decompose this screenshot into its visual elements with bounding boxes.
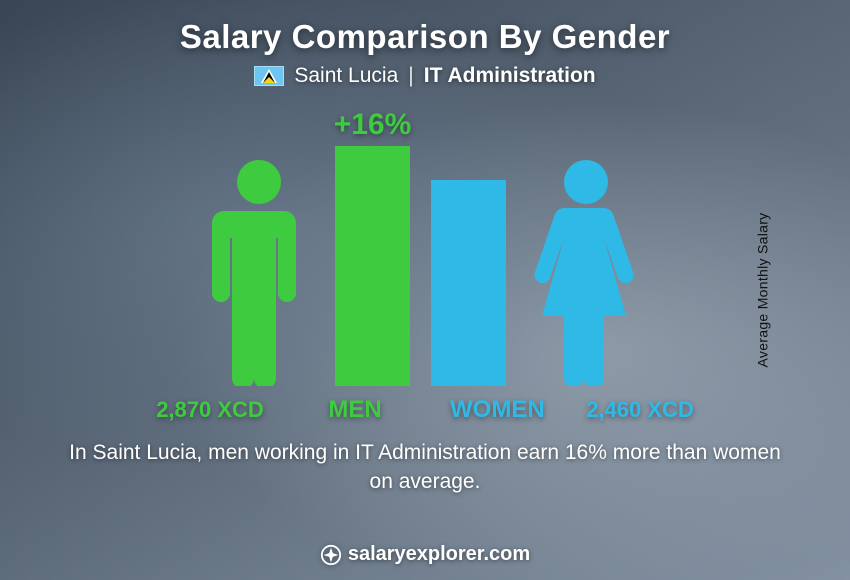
subtitle-row: Saint Lucia | IT Administration [254, 64, 595, 88]
page-title: Salary Comparison By Gender [180, 18, 670, 56]
men-bar-wrap: +16% [334, 96, 412, 386]
flag-icon [254, 66, 284, 86]
y-axis-label: Average Monthly Salary [755, 213, 771, 368]
percent-label: +16% [334, 108, 412, 142]
woman-icon [526, 156, 646, 386]
women-icon-col [526, 96, 646, 386]
women-value: 2,460 XCD [560, 397, 720, 423]
description-text: In Saint Lucia, men working in IT Admini… [55, 438, 795, 497]
man-icon [204, 156, 314, 386]
footer: salaryexplorer.com [320, 543, 530, 566]
labels-row: 2,870 XCD MEN WOMEN 2,460 XCD [130, 396, 720, 424]
field-label: IT Administration [424, 64, 596, 88]
country-label: Saint Lucia [294, 64, 398, 88]
footer-site: salaryexplorer.com [348, 543, 530, 566]
compass-icon [320, 544, 342, 566]
separator: | [408, 64, 413, 88]
men-bar [335, 146, 410, 386]
chart-area: +16% [204, 96, 647, 386]
men-value: 2,870 XCD [130, 397, 290, 423]
infographic-container: Salary Comparison By Gender Saint Lucia … [0, 0, 850, 580]
women-bar-wrap [431, 96, 506, 386]
men-icon-col [204, 96, 314, 386]
women-bar [431, 180, 506, 386]
men-label: MEN [310, 396, 400, 424]
women-label: WOMEN [450, 396, 540, 424]
